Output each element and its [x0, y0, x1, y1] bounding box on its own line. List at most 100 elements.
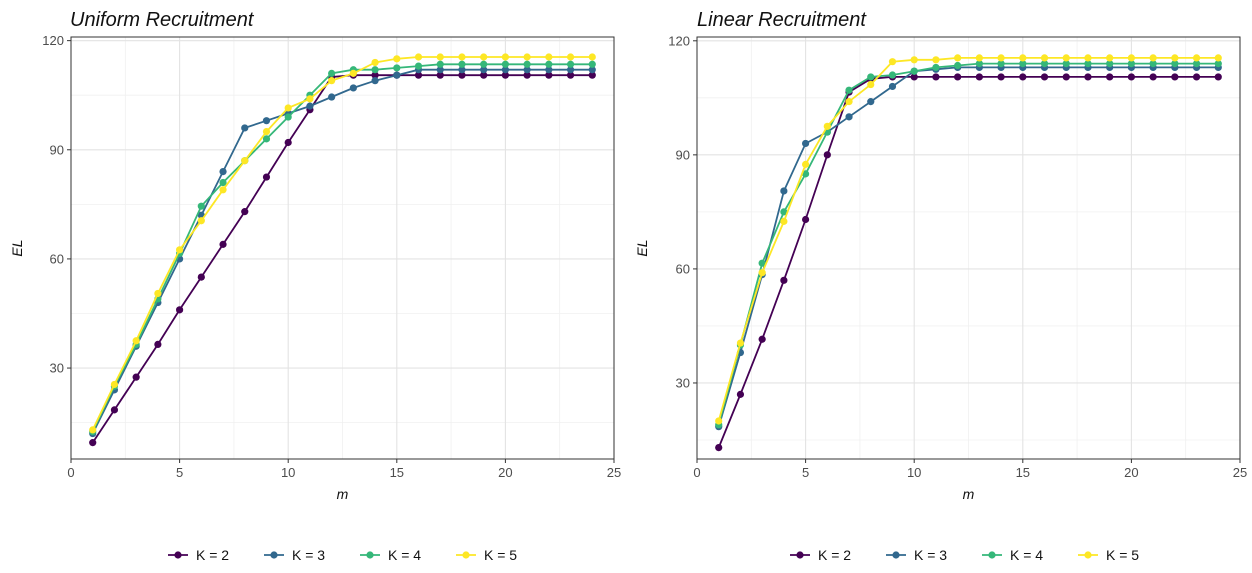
- data-point: [932, 56, 940, 64]
- x-axis-label: m: [963, 486, 975, 502]
- data-point: [910, 56, 918, 64]
- data-point: [110, 406, 119, 414]
- y-axis-label: EL: [634, 239, 650, 256]
- data-point: [1192, 73, 1201, 81]
- y-tick-label: 90: [676, 147, 690, 162]
- data-point: [284, 104, 292, 112]
- legend-label: K = 2: [196, 547, 229, 563]
- data-point: [823, 151, 831, 159]
- data-point: [328, 77, 336, 85]
- legend: K = 2 K = 3 K = 4 K = 5: [790, 547, 1139, 563]
- legend-key-point: [892, 551, 900, 559]
- legend-label: K = 5: [1106, 547, 1139, 563]
- data-point: [132, 373, 140, 381]
- data-point: [1084, 60, 1092, 68]
- data-point: [975, 73, 983, 81]
- data-point: [371, 66, 379, 74]
- data-point: [932, 73, 940, 81]
- data-point: [501, 66, 509, 74]
- data-point: [458, 71, 466, 79]
- legend-key-point: [462, 551, 470, 559]
- data-point: [975, 60, 983, 68]
- data-point: [802, 139, 810, 148]
- data-point: [176, 246, 184, 254]
- data-point: [1019, 54, 1027, 62]
- x-tick-label: 0: [67, 465, 74, 480]
- data-point: [154, 340, 162, 349]
- x-tick-label: 5: [802, 465, 809, 480]
- data-point: [867, 98, 875, 106]
- data-point: [932, 63, 940, 72]
- data-point: [715, 443, 723, 452]
- data-point: [566, 66, 575, 74]
- data-point: [954, 54, 962, 62]
- data-point: [262, 135, 271, 143]
- data-point: [328, 69, 336, 77]
- data-point: [888, 71, 897, 79]
- data-point: [241, 208, 249, 216]
- data-point: [458, 66, 466, 74]
- data-point: [566, 53, 575, 61]
- data-point: [241, 124, 249, 132]
- data-point: [284, 113, 292, 121]
- data-point: [588, 71, 596, 79]
- data-point: [306, 95, 314, 103]
- data-point: [845, 113, 853, 121]
- data-point: [89, 426, 97, 434]
- data-point: [736, 390, 745, 398]
- data-point: [501, 53, 509, 61]
- data-point: [1019, 73, 1027, 81]
- data-point: [545, 53, 553, 61]
- data-point: [1171, 54, 1179, 62]
- x-tick-label: 20: [498, 465, 512, 480]
- data-point: [501, 60, 509, 68]
- data-point: [241, 157, 249, 165]
- data-point: [371, 58, 379, 67]
- data-point: [845, 98, 853, 106]
- data-point: [349, 84, 357, 92]
- data-point: [219, 178, 227, 187]
- chart-title: Uniform Recruitment: [70, 9, 255, 31]
- data-point: [328, 93, 336, 101]
- data-point: [715, 417, 723, 425]
- x-tick-label: 25: [607, 465, 621, 480]
- y-tick-label: 60: [676, 261, 690, 276]
- legend-key-point: [366, 551, 374, 559]
- data-point: [1214, 73, 1222, 81]
- y-tick-label: 90: [50, 142, 64, 157]
- data-point: [910, 73, 918, 81]
- series-line-k4: [91, 63, 593, 433]
- data-point: [780, 187, 788, 195]
- data-point: [436, 53, 444, 61]
- legend-key-point: [270, 551, 278, 559]
- data-point: [1106, 73, 1114, 81]
- data-point: [414, 71, 423, 79]
- data-point: [758, 259, 766, 267]
- data-point: [1127, 54, 1135, 62]
- data-point: [436, 60, 444, 68]
- data-point: [197, 217, 205, 225]
- data-point: [845, 86, 853, 94]
- data-point: [758, 335, 766, 343]
- data-point: [219, 186, 227, 194]
- data-point: [1149, 73, 1157, 81]
- data-point: [1127, 60, 1135, 68]
- data-point: [1214, 54, 1222, 62]
- data-point: [306, 102, 314, 110]
- data-point: [349, 69, 357, 77]
- data-point: [1040, 60, 1049, 68]
- data-point: [393, 64, 401, 72]
- data-point: [458, 60, 466, 68]
- legend-label: K = 3: [914, 547, 947, 563]
- data-point: [89, 439, 97, 447]
- data-point: [588, 60, 596, 68]
- data-point: [1106, 60, 1114, 68]
- data-point: [458, 53, 466, 61]
- data-point: [802, 160, 810, 168]
- legend-key-point: [1084, 551, 1092, 559]
- data-point: [393, 71, 401, 79]
- data-point: [219, 168, 227, 176]
- data-point: [284, 138, 292, 147]
- y-tick-label: 30: [50, 361, 64, 376]
- data-point: [1062, 54, 1070, 62]
